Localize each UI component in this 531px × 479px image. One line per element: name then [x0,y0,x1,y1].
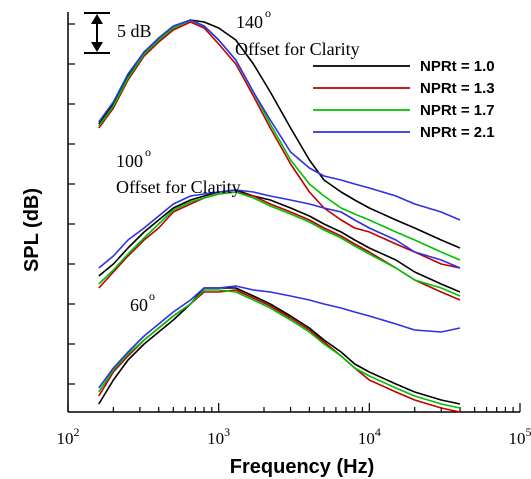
degree-sign-100: o [145,145,151,159]
annotation-140: 140 o Offset for Clarity [235,6,360,59]
scale-bar: 5 dB [84,12,152,54]
legend-label-2: NPRt = 1.3 [420,80,495,97]
series-line-60-3 [98,289,461,409]
series-line-100-1 [98,189,461,293]
group-label-100: 100 [116,151,143,171]
series-line-60-4 [98,285,461,389]
group-label-60: 60 [130,295,148,315]
scale-bar-label: 5 dB [117,21,152,41]
annotation-100: 100 o Offset for Clarity [116,145,241,197]
offset-note-140: Offset for Clarity [235,39,360,59]
plot-frame [67,12,520,413]
x-tick-labels: 102 103 104 105 [57,425,531,448]
legend-label-3: NPRt = 1.7 [420,102,495,119]
series-line-100-3 [98,191,461,297]
series-line-60-2 [98,289,461,413]
series-line-140-2 [98,21,461,269]
group-label-140: 140 [236,12,263,32]
x-axis-title: Frequency (Hz) [230,456,374,478]
offset-note-100: Offset for Clarity [116,177,241,197]
legend-label-1: NPRt = 1.0 [420,58,495,75]
series-line-100-2 [98,191,461,301]
x-tick-label: 105 [509,425,531,448]
x-tick-label: 104 [358,425,381,448]
x-tick-label: 102 [57,425,80,448]
x-tick-label: 103 [207,425,230,448]
plot-curves [98,19,461,413]
axis-ticks [67,23,521,412]
annotation-60: 60 o [130,289,155,315]
series-line-60-1 [98,287,461,405]
series-line-140-4 [98,19,461,221]
y-axis-title: SPL (dB) [21,188,43,272]
scale-bar-arrow-up [91,14,103,24]
legend: NPRt = 1.0 NPRt = 1.3 NPRt = 1.7 NPRt = 2.1 [313,58,495,141]
series-line-140-3 [98,19,461,261]
legend-label-4: NPRt = 2.1 [420,124,495,141]
degree-sign-140: o [265,6,271,20]
series-line-100-4 [98,189,461,269]
degree-sign-60: o [149,289,155,303]
scale-bar-arrow-down [91,42,103,52]
